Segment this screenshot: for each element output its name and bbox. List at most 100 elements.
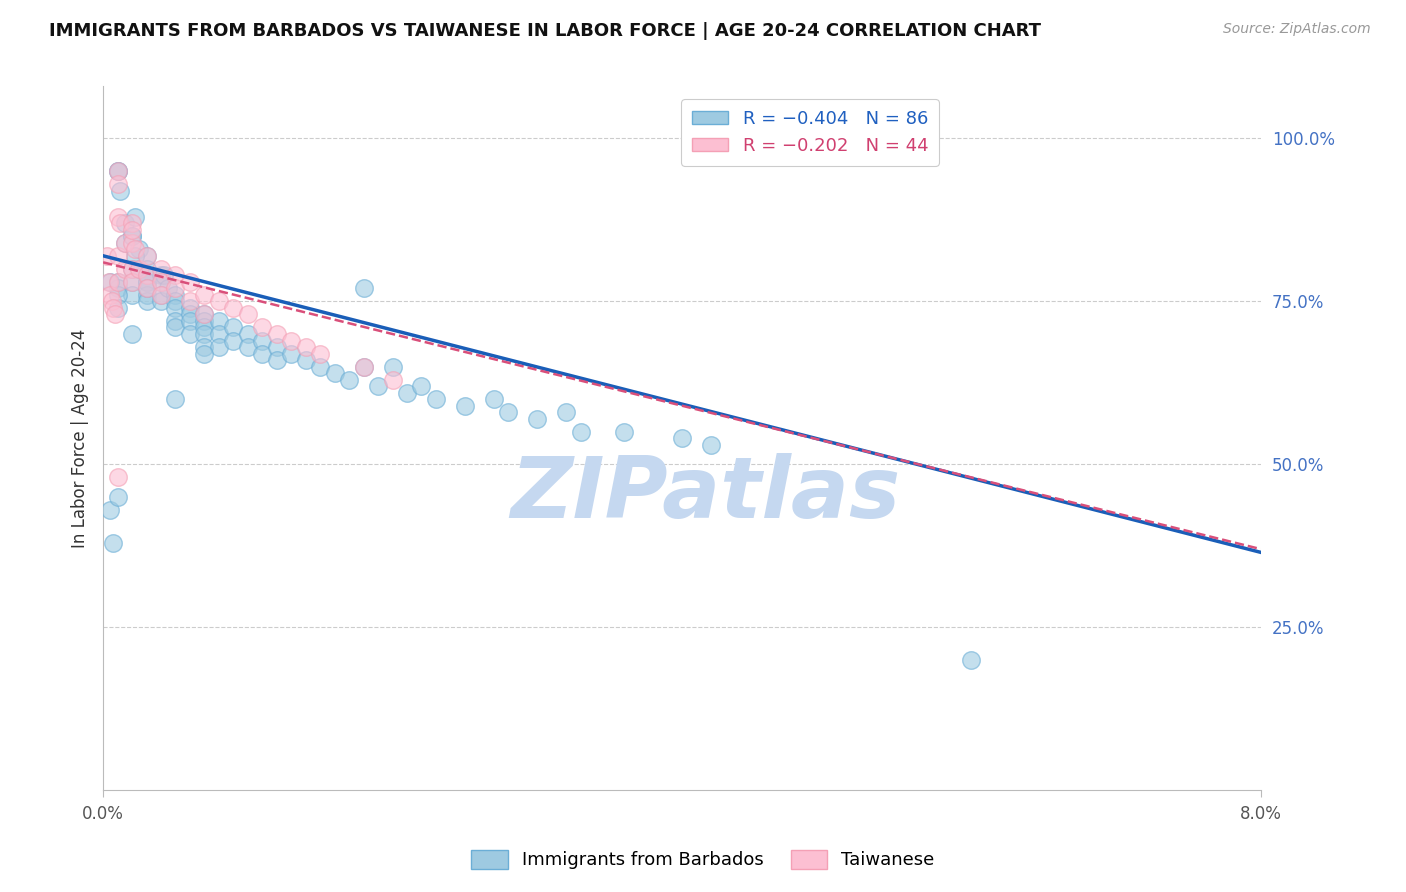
Point	[114, 261, 136, 276]
Point	[110, 216, 132, 230]
Point	[309, 346, 332, 360]
Point	[121, 229, 143, 244]
Point	[193, 320, 215, 334]
Point	[135, 275, 157, 289]
Point	[323, 366, 346, 380]
Point	[222, 334, 245, 348]
Point	[98, 503, 121, 517]
Point	[124, 210, 146, 224]
Point	[266, 326, 288, 341]
Point	[135, 268, 157, 283]
Point	[121, 261, 143, 276]
Point	[193, 308, 215, 322]
Point	[150, 275, 173, 289]
Point	[193, 346, 215, 360]
Point	[252, 346, 274, 360]
Point	[280, 334, 302, 348]
Point	[114, 216, 136, 230]
Point	[96, 249, 118, 263]
Point	[569, 425, 592, 439]
Point	[128, 261, 150, 276]
Point	[107, 301, 129, 315]
Point	[110, 184, 132, 198]
Point	[107, 281, 129, 295]
Point	[526, 411, 548, 425]
Point	[179, 275, 201, 289]
Point	[135, 261, 157, 276]
Text: Source: ZipAtlas.com: Source: ZipAtlas.com	[1223, 22, 1371, 37]
Point	[121, 235, 143, 250]
Text: ZIPatlas: ZIPatlas	[510, 453, 900, 536]
Point	[193, 308, 215, 322]
Point	[482, 392, 505, 407]
Point	[165, 288, 187, 302]
Point	[280, 346, 302, 360]
Point	[103, 301, 125, 315]
Point	[124, 242, 146, 256]
Point	[395, 385, 418, 400]
Point	[381, 359, 404, 374]
Point	[124, 249, 146, 263]
Point	[208, 314, 231, 328]
Point	[135, 281, 157, 295]
Point	[165, 268, 187, 283]
Y-axis label: In Labor Force | Age 20-24: In Labor Force | Age 20-24	[72, 328, 89, 548]
Point	[425, 392, 447, 407]
Point	[193, 340, 215, 354]
Point	[179, 294, 201, 309]
Point	[252, 320, 274, 334]
Point	[107, 210, 129, 224]
Point	[150, 288, 173, 302]
Point	[236, 326, 259, 341]
Point	[179, 326, 201, 341]
Point	[121, 229, 143, 244]
Point	[208, 294, 231, 309]
Point	[107, 164, 129, 178]
Point	[121, 275, 143, 289]
Point	[135, 249, 157, 263]
Point	[107, 177, 129, 191]
Point	[135, 249, 157, 263]
Point	[208, 326, 231, 341]
Point	[179, 314, 201, 328]
Point	[97, 275, 120, 289]
Point	[135, 288, 157, 302]
Point	[150, 268, 173, 283]
Point	[135, 281, 157, 295]
Point	[98, 275, 121, 289]
Point	[252, 334, 274, 348]
Point	[107, 164, 129, 178]
Point	[671, 431, 693, 445]
Point	[121, 223, 143, 237]
Point	[107, 288, 129, 302]
Point	[153, 268, 176, 283]
Point	[165, 281, 187, 295]
Point	[104, 308, 127, 322]
Point	[165, 392, 187, 407]
Point	[294, 340, 316, 354]
Point	[165, 320, 187, 334]
Point	[121, 216, 143, 230]
Point	[179, 308, 201, 322]
Point	[114, 235, 136, 250]
Point	[208, 340, 231, 354]
Point	[454, 399, 477, 413]
Point	[337, 373, 360, 387]
Point	[222, 301, 245, 315]
Point	[103, 535, 125, 549]
Point	[114, 235, 136, 250]
Legend: R = −0.404   N = 86, R = −0.202   N = 44: R = −0.404 N = 86, R = −0.202 N = 44	[682, 99, 939, 166]
Point	[294, 353, 316, 368]
Point	[150, 288, 173, 302]
Point	[165, 314, 187, 328]
Point	[107, 275, 129, 289]
Point	[236, 308, 259, 322]
Point	[121, 261, 143, 276]
Point	[193, 326, 215, 341]
Point	[381, 373, 404, 387]
Point	[309, 359, 332, 374]
Point	[193, 288, 215, 302]
Point	[165, 294, 187, 309]
Point	[157, 281, 180, 295]
Point	[107, 249, 129, 263]
